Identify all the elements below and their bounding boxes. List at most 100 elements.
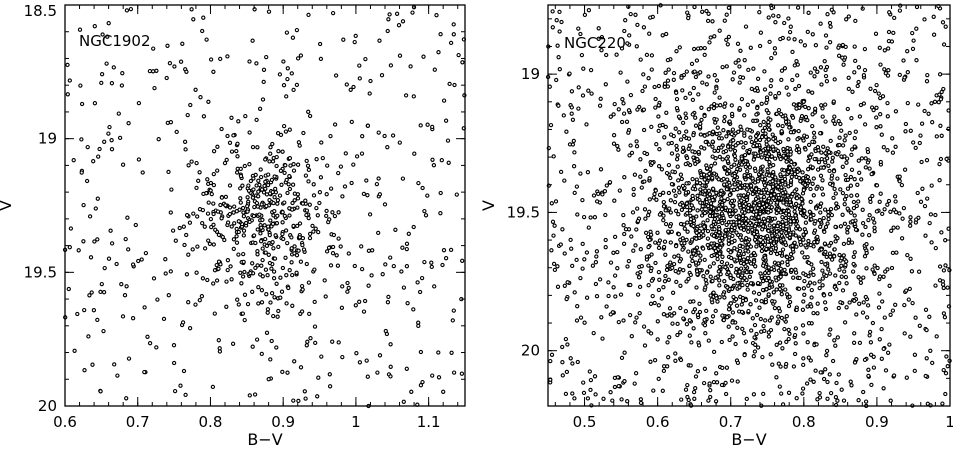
star-point — [832, 338, 837, 343]
star-point — [696, 149, 701, 155]
star-point — [404, 241, 410, 246]
star-point — [441, 389, 446, 394]
star-point — [377, 353, 383, 358]
star-point — [190, 247, 195, 252]
star-point — [788, 24, 793, 29]
star-point — [802, 255, 807, 260]
star-point — [128, 6, 134, 12]
star-point — [636, 275, 642, 280]
star-point — [200, 207, 206, 213]
star-point — [253, 265, 258, 271]
star-point — [151, 276, 157, 281]
star-point — [810, 165, 815, 170]
star-point — [713, 248, 719, 254]
star-point — [865, 160, 871, 165]
star-point — [449, 350, 454, 355]
star-point — [550, 9, 555, 14]
star-point — [809, 217, 814, 222]
star-point — [740, 326, 745, 332]
star-point — [687, 318, 692, 323]
star-point — [683, 111, 688, 116]
star-point — [878, 159, 883, 165]
star-point — [706, 338, 711, 343]
star-point — [661, 204, 667, 209]
star-point — [801, 232, 806, 237]
star-point — [339, 305, 345, 310]
star-point — [671, 70, 677, 76]
star-point — [662, 135, 667, 140]
star-point — [926, 111, 931, 116]
star-point — [265, 307, 271, 312]
star-point — [215, 144, 220, 149]
star-point — [712, 216, 718, 222]
star-point — [673, 126, 678, 131]
star-point — [714, 242, 720, 248]
star-point — [818, 131, 823, 136]
star-point — [766, 330, 771, 335]
star-point — [304, 343, 309, 348]
star-point — [211, 211, 216, 217]
star-point — [594, 254, 599, 259]
star-point — [835, 398, 840, 403]
star-point — [675, 321, 680, 327]
star-point — [845, 177, 851, 182]
star-point — [287, 174, 292, 179]
star-point — [346, 285, 351, 291]
star-point — [596, 36, 601, 41]
star-point — [313, 226, 318, 231]
star-point — [855, 182, 860, 187]
star-point — [815, 397, 820, 402]
star-point — [729, 263, 734, 269]
star-point — [578, 275, 583, 281]
star-point — [240, 205, 246, 211]
star-point — [777, 283, 783, 288]
star-point — [670, 169, 675, 174]
star-point — [213, 227, 218, 232]
star-point — [282, 213, 287, 219]
star-point — [835, 152, 840, 157]
star-point — [879, 356, 884, 361]
star-point — [818, 370, 823, 375]
star-point — [716, 269, 721, 274]
star-point — [827, 372, 832, 377]
star-point — [831, 118, 836, 123]
star-point — [306, 167, 312, 173]
star-point — [733, 143, 738, 148]
star-point — [279, 289, 285, 294]
star-point — [246, 183, 251, 188]
star-point — [710, 278, 715, 284]
star-point — [838, 187, 843, 192]
star-point — [618, 292, 624, 297]
star-point — [638, 174, 643, 179]
star-point — [702, 45, 707, 51]
star-point — [676, 178, 681, 183]
star-point — [377, 38, 382, 43]
star-point — [697, 309, 703, 315]
star-point — [659, 296, 664, 301]
star-point — [759, 134, 765, 140]
star-point — [833, 206, 839, 211]
star-point — [688, 363, 693, 368]
star-point — [686, 249, 691, 254]
star-point — [836, 53, 842, 58]
star-point — [652, 84, 657, 90]
star-point — [661, 213, 666, 218]
star-point — [281, 236, 286, 242]
star-point — [307, 113, 313, 119]
star-point — [770, 362, 775, 367]
star-point — [164, 75, 169, 81]
star-point — [870, 216, 876, 221]
star-point — [380, 272, 385, 277]
star-point — [578, 171, 583, 176]
star-point — [763, 151, 768, 156]
star-point — [600, 192, 605, 197]
star-point — [104, 61, 109, 66]
x-tick-label: 0.7 — [126, 413, 150, 431]
star-point — [642, 207, 648, 212]
star-point — [718, 191, 723, 197]
star-point — [736, 273, 741, 278]
star-point — [440, 262, 445, 268]
star-point — [754, 331, 759, 337]
star-point — [735, 379, 740, 384]
star-point — [704, 166, 710, 171]
